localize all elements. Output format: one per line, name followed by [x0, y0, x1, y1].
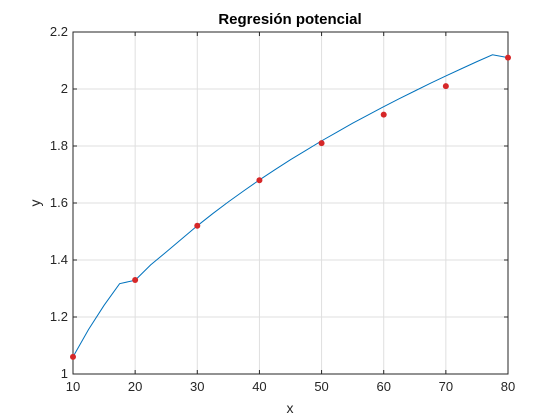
data-point [256, 177, 263, 184]
series-layer [70, 54, 511, 360]
data-point [442, 83, 449, 90]
x-axis-label: x [287, 400, 294, 416]
x-tick-label: 50 [314, 379, 328, 394]
x-tick-label: 30 [190, 379, 204, 394]
y-tick-label: 1 [61, 366, 68, 381]
y-tick-label: 2.2 [50, 24, 68, 39]
grid [72, 31, 509, 375]
x-tick-label: 80 [501, 379, 515, 394]
x-tick-label: 20 [128, 379, 142, 394]
data-point [318, 140, 325, 147]
y-tick-label: 1.4 [50, 252, 68, 267]
y-tick-label: 1.8 [50, 138, 68, 153]
data-point [380, 111, 387, 118]
chart-title: Regresión potencial [218, 11, 361, 28]
y-tick-label: 1.2 [50, 309, 68, 324]
data-point [132, 276, 139, 283]
y-axis-label: y [27, 200, 43, 207]
fitted-curve [72, 54, 509, 358]
axes: 10 20 30 40 50 60 70 80 1 1.2 1.4 1.6 1.8 2 2.2 [50, 24, 515, 394]
data-point [505, 54, 511, 61]
x-tick-label: 60 [376, 379, 390, 394]
y-tick-label: 2 [61, 81, 68, 96]
data-point [194, 222, 201, 229]
y-tick-label: 1.6 [50, 195, 68, 210]
x-tick-label: 70 [439, 379, 453, 394]
data-point [70, 353, 76, 360]
x-tick-label: 10 [66, 379, 80, 394]
x-tick-label: 40 [252, 379, 266, 394]
